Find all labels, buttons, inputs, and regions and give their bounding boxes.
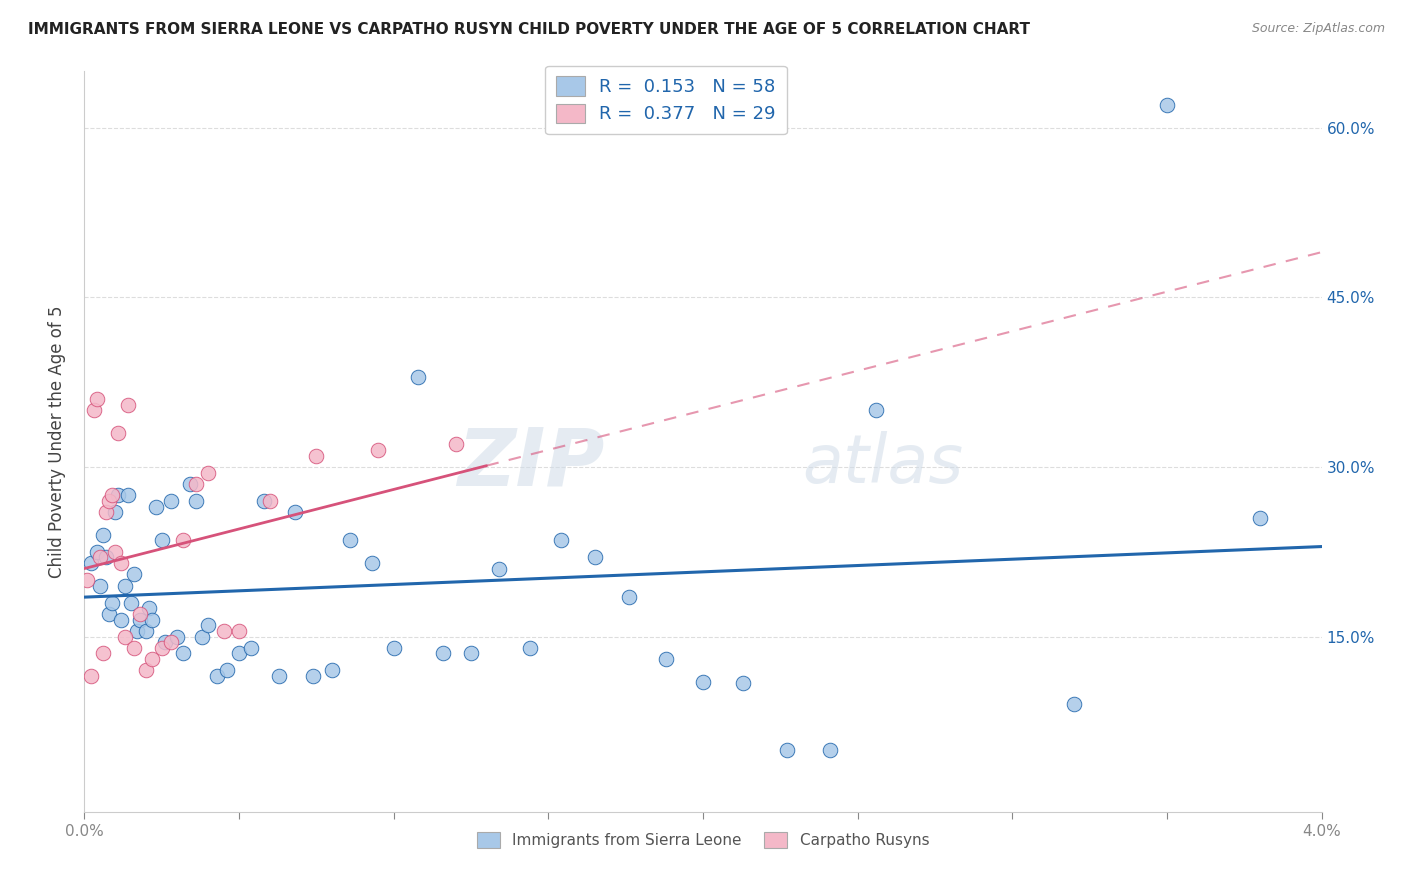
Point bbox=[76, 573, 98, 587]
Point bbox=[98, 607, 121, 621]
Point bbox=[253, 494, 276, 508]
Point bbox=[101, 488, 124, 502]
Point bbox=[114, 630, 136, 644]
Point bbox=[83, 403, 105, 417]
Point bbox=[284, 505, 307, 519]
Point bbox=[775, 742, 797, 756]
Point bbox=[129, 607, 152, 621]
Legend: Immigrants from Sierra Leone, Carpatho Rusyns: Immigrants from Sierra Leone, Carpatho R… bbox=[470, 824, 936, 856]
Point bbox=[172, 533, 194, 548]
Point bbox=[1156, 98, 1178, 112]
Text: atlas: atlas bbox=[801, 431, 963, 497]
Point bbox=[191, 630, 214, 644]
Point bbox=[228, 647, 250, 661]
Point bbox=[212, 624, 235, 638]
Text: IMMIGRANTS FROM SIERRA LEONE VS CARPATHO RUSYN CHILD POVERTY UNDER THE AGE OF 5 : IMMIGRANTS FROM SIERRA LEONE VS CARPATHO… bbox=[28, 22, 1031, 37]
Point bbox=[104, 505, 127, 519]
Point bbox=[86, 392, 108, 406]
Point bbox=[110, 556, 132, 570]
Point bbox=[1063, 698, 1085, 712]
Point bbox=[160, 494, 183, 508]
Point bbox=[114, 579, 136, 593]
Point bbox=[432, 647, 454, 661]
Point bbox=[228, 624, 250, 638]
Point bbox=[339, 533, 361, 548]
Point bbox=[460, 647, 482, 661]
Point bbox=[179, 477, 201, 491]
Point bbox=[240, 640, 263, 655]
Point bbox=[89, 550, 111, 565]
Point bbox=[583, 550, 606, 565]
Point bbox=[135, 664, 157, 678]
Text: Source: ZipAtlas.com: Source: ZipAtlas.com bbox=[1251, 22, 1385, 36]
Point bbox=[120, 596, 142, 610]
Point bbox=[207, 669, 229, 683]
Point bbox=[79, 669, 101, 683]
Point bbox=[129, 613, 152, 627]
Point bbox=[86, 545, 108, 559]
Point bbox=[305, 449, 328, 463]
Point bbox=[197, 466, 219, 480]
Point bbox=[153, 635, 176, 649]
Point bbox=[122, 640, 145, 655]
Text: ZIP: ZIP bbox=[457, 425, 605, 503]
Point bbox=[91, 647, 114, 661]
Point bbox=[138, 601, 160, 615]
Point bbox=[125, 624, 148, 638]
Point bbox=[655, 652, 678, 666]
Point bbox=[166, 630, 188, 644]
Point bbox=[617, 590, 640, 604]
Point bbox=[135, 624, 157, 638]
Point bbox=[733, 676, 755, 690]
Point bbox=[91, 528, 114, 542]
Point bbox=[101, 596, 124, 610]
Point bbox=[444, 437, 467, 451]
Point bbox=[110, 613, 132, 627]
Point bbox=[141, 613, 163, 627]
Point bbox=[94, 505, 117, 519]
Point bbox=[172, 647, 194, 661]
Point bbox=[408, 369, 430, 384]
Point bbox=[692, 674, 714, 689]
Point bbox=[361, 556, 384, 570]
Point bbox=[302, 669, 325, 683]
Point bbox=[865, 403, 887, 417]
Point bbox=[488, 562, 510, 576]
Point bbox=[1249, 511, 1271, 525]
Point bbox=[382, 640, 405, 655]
Point bbox=[184, 494, 207, 508]
Point bbox=[117, 398, 139, 412]
Point bbox=[818, 742, 841, 756]
Point bbox=[367, 443, 389, 458]
Point bbox=[184, 477, 207, 491]
Point bbox=[150, 640, 173, 655]
Point bbox=[89, 579, 111, 593]
Point bbox=[150, 533, 173, 548]
Point bbox=[107, 488, 129, 502]
Point bbox=[160, 635, 183, 649]
Point bbox=[79, 556, 101, 570]
Point bbox=[122, 567, 145, 582]
Point bbox=[117, 488, 139, 502]
Point bbox=[321, 664, 343, 678]
Point bbox=[215, 664, 238, 678]
Point bbox=[519, 640, 541, 655]
Point bbox=[259, 494, 281, 508]
Point bbox=[145, 500, 167, 514]
Point bbox=[104, 545, 127, 559]
Point bbox=[107, 425, 129, 440]
Point bbox=[141, 652, 163, 666]
Point bbox=[269, 669, 291, 683]
Point bbox=[98, 494, 121, 508]
Point bbox=[94, 550, 117, 565]
Point bbox=[550, 533, 572, 548]
Y-axis label: Child Poverty Under the Age of 5: Child Poverty Under the Age of 5 bbox=[48, 305, 66, 578]
Point bbox=[197, 618, 219, 632]
